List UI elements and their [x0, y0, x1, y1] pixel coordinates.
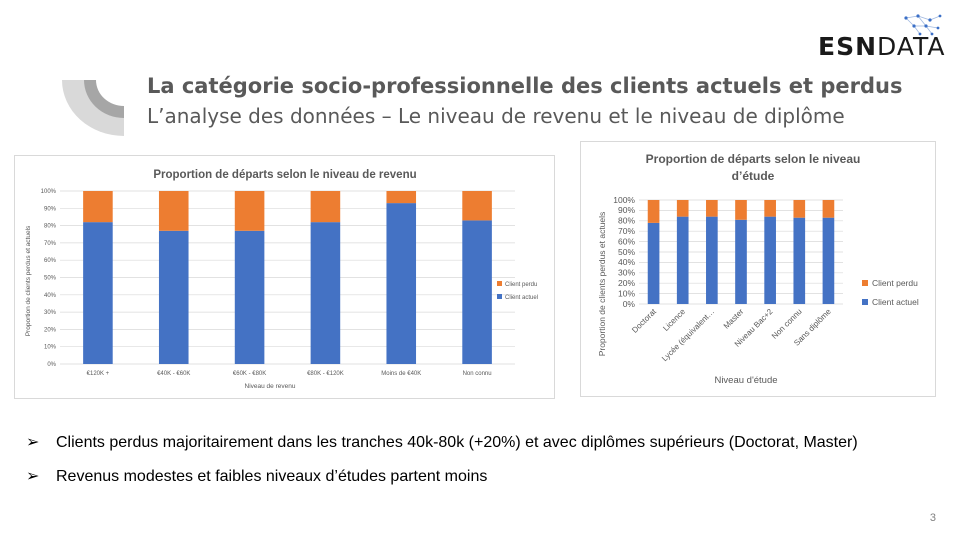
bar-segment-client-actuel — [706, 216, 718, 304]
x-tick-label: €80K - €120K — [307, 371, 344, 377]
bar-segment-client-perdu — [676, 200, 689, 217]
y-tick-label: 80% — [618, 216, 635, 226]
x-axis-label: Niveau d'étude — [714, 375, 777, 386]
y-tick-label: 40% — [618, 257, 635, 267]
network-dots-icon — [904, 14, 942, 36]
key-findings-list: ➢ Clients perdus majoritairement dans le… — [26, 432, 936, 487]
y-tick-label: 30% — [618, 268, 635, 278]
y-tick-label: 50% — [618, 247, 635, 257]
finding-text: Clients perdus majoritairement dans les … — [56, 434, 858, 451]
legend-swatch-client-actuel — [862, 299, 868, 305]
x-tick-label: Licence — [661, 307, 687, 333]
arrow-bullet-icon: ➢ — [26, 468, 40, 485]
x-tick-label: Doctorat — [630, 307, 658, 335]
x-tick-label: €40K - €60K — [157, 371, 190, 377]
bar-segment-client-actuel — [83, 222, 113, 364]
bar-segment-client-actuel — [234, 230, 265, 364]
y-tick-label: 60% — [44, 258, 57, 264]
y-tick-label: 70% — [618, 226, 635, 236]
chart-title: Proportion de départs selon le niveau de… — [153, 169, 416, 181]
bar-segment-client-actuel — [158, 230, 189, 364]
y-tick-label: 20% — [618, 278, 635, 288]
esndata-logo: ESNDATA — [818, 12, 948, 64]
y-tick-label: 40% — [44, 293, 57, 299]
y-tick-label: 60% — [618, 236, 635, 246]
income-chart-frame: Proportion de départs selon le niveau de… — [14, 155, 555, 399]
y-tick-label: 70% — [44, 241, 57, 247]
y-tick-label: 100% — [613, 195, 635, 205]
legend-swatch-client-perdu — [862, 280, 868, 286]
bar-segment-client-perdu — [83, 191, 113, 223]
slide-subtitle: L’analyse des données – Le niveau de rev… — [147, 104, 845, 128]
bar-segment-client-perdu — [158, 191, 189, 231]
chart-title-line1: Proportion de départs selon le niveau — [646, 152, 861, 166]
y-tick-label: 0% — [47, 362, 56, 368]
y-tick-label: 50% — [44, 276, 57, 282]
education-chart-frame: Proportion de départs selon le niveau d’… — [580, 141, 936, 397]
chart-legend: Client perdu Client actuel — [497, 281, 538, 301]
y-tick-label: 20% — [44, 327, 57, 333]
bar-segment-client-actuel — [676, 216, 689, 304]
bar-segment-client-actuel — [735, 219, 747, 304]
y-tick-label: 30% — [44, 310, 57, 316]
legend-swatch-client-perdu — [497, 281, 502, 286]
bar-segment-client-actuel — [764, 216, 776, 304]
income-departure-chart: Proportion de départs selon le niveau de… — [25, 169, 538, 390]
bar-segment-client-perdu — [462, 191, 492, 221]
decorative-ring-shape — [62, 80, 124, 136]
slide-title: La catégorie socio-professionnelle des c… — [147, 74, 903, 98]
x-tick-label: Moins de €40K — [381, 371, 421, 377]
y-tick-label: 90% — [618, 205, 635, 215]
bar-segment-client-actuel — [310, 222, 341, 364]
bar-segment-client-actuel — [822, 217, 835, 304]
y-tick-label: 10% — [44, 345, 57, 351]
x-tick-label: Non connu — [463, 371, 492, 377]
page-number: 3 — [929, 512, 936, 524]
y-tick-label: 10% — [618, 288, 635, 298]
bar-segment-client-perdu — [822, 200, 835, 218]
legend-label-client-perdu: Client perdu — [505, 282, 537, 288]
chart-legend: Client perdu Client actuel — [862, 278, 919, 307]
y-tick-label: 80% — [44, 224, 57, 230]
bar-segment-client-actuel — [386, 203, 417, 364]
x-tick-label: Lycée (équivalent… — [660, 307, 716, 363]
bar-segment-client-actuel — [462, 220, 492, 364]
chart-title-line2: d’étude — [732, 169, 775, 183]
x-tick-label: €120K + — [87, 371, 110, 377]
y-tick-label: 90% — [44, 206, 57, 212]
x-axis-label: Niveau de revenu — [245, 383, 296, 390]
finding-item: ➢ Clients perdus majoritairement dans le… — [26, 432, 936, 453]
bar-segment-client-perdu — [386, 191, 417, 204]
bar-segment-client-perdu — [234, 191, 265, 231]
education-departure-chart: Proportion de départs selon le niveau d’… — [597, 152, 919, 386]
logo-text: ESNDATA — [818, 32, 946, 61]
y-axis-label: Proportion de clients perdus et actuels — [25, 225, 32, 336]
bar-segment-client-perdu — [764, 200, 776, 217]
bar-segment-client-actuel — [793, 217, 806, 304]
finding-text: Revenus modestes et faibles niveaux d’ét… — [56, 468, 488, 485]
y-tick-label: 100% — [41, 189, 57, 195]
arrow-bullet-icon: ➢ — [26, 434, 40, 451]
x-tick-label: €60K - €80K — [233, 371, 266, 377]
bar-segment-client-perdu — [735, 200, 747, 220]
y-tick-label: 0% — [623, 299, 636, 309]
finding-item: ➢ Revenus modestes et faibles niveaux d’… — [26, 466, 936, 487]
bar-segment-client-perdu — [310, 191, 341, 223]
bar-segment-client-actuel — [647, 222, 660, 304]
bar-segment-client-perdu — [647, 200, 660, 223]
legend-label-client-actuel: Client actuel — [505, 295, 538, 301]
legend-label-client-perdu: Client perdu — [872, 278, 918, 288]
legend-swatch-client-actuel — [497, 294, 502, 299]
y-axis-label: Proportion de clients perdus et actuels — [597, 212, 607, 357]
legend-label-client-actuel: Client actuel — [872, 297, 919, 307]
bar-segment-client-perdu — [706, 200, 718, 217]
bar-segment-client-perdu — [793, 200, 806, 218]
x-tick-label: Master — [722, 307, 746, 331]
